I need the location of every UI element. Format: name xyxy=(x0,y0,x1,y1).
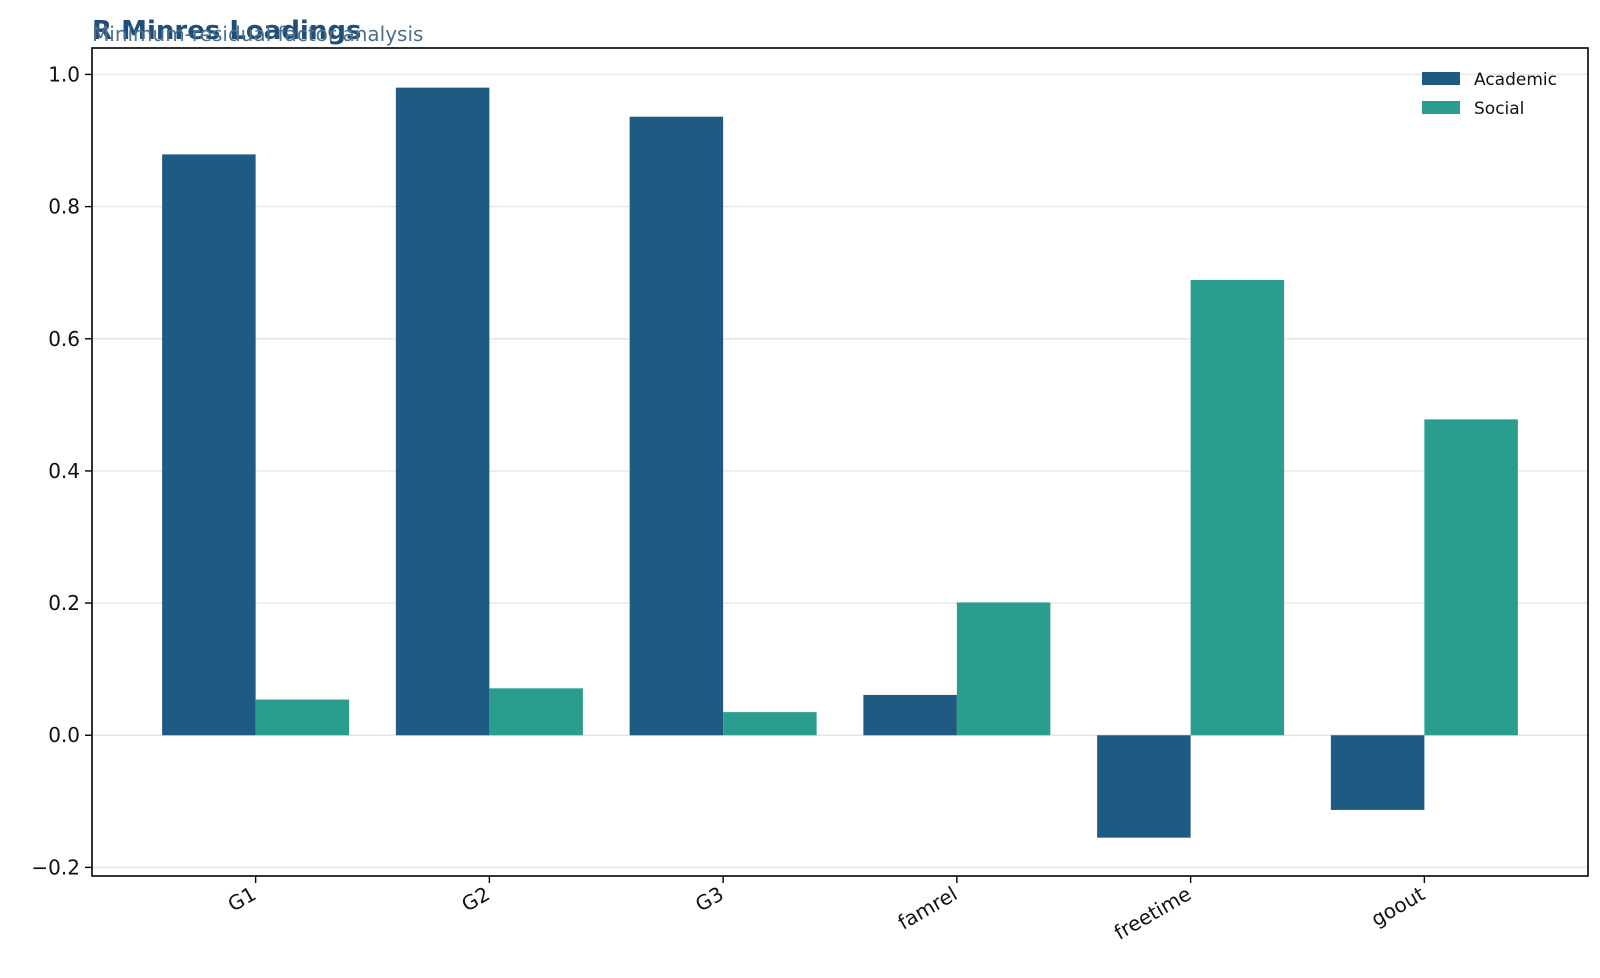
x-tick-label: G2 xyxy=(457,882,493,917)
chart-title: R Minres Loadings xyxy=(92,16,361,46)
plot-frame xyxy=(91,47,1589,877)
bar-social-freetime xyxy=(1190,279,1285,736)
bar-academic-goout xyxy=(1330,735,1425,810)
bar-social-famrel xyxy=(956,602,1051,736)
x-tick-label: freetime xyxy=(1110,882,1195,945)
y-tick-label: 1.0 xyxy=(48,62,80,86)
y-tick-label: 0.6 xyxy=(48,327,80,351)
y-tick-label: −0.2 xyxy=(31,855,80,879)
bar-social-G1 xyxy=(255,699,350,736)
y-tick-label: 0.0 xyxy=(48,723,80,747)
legend: Academic Social xyxy=(1422,70,1557,119)
bar-social-G2 xyxy=(489,688,583,736)
bar-academic-G3 xyxy=(629,116,724,736)
legend-label-academic: Academic xyxy=(1474,70,1557,90)
legend-label-social: Social xyxy=(1474,99,1524,119)
bar-academic-famrel xyxy=(863,694,957,736)
x-tick-label: G1 xyxy=(224,882,260,917)
legend-swatch-social xyxy=(1422,101,1460,114)
x-tick-label: G3 xyxy=(691,882,727,917)
bar-academic-G1 xyxy=(162,154,256,736)
bars xyxy=(162,87,1518,838)
x-tick-label: famrel xyxy=(894,882,962,935)
bar-social-goout xyxy=(1424,419,1518,736)
x-tick-label: goout xyxy=(1367,881,1429,931)
y-tick-label: 0.2 xyxy=(48,591,80,615)
legend-swatch-academic xyxy=(1422,72,1460,85)
y-tick-label: 0.8 xyxy=(48,195,80,219)
bar-social-G3 xyxy=(723,712,817,736)
bar-academic-G2 xyxy=(395,87,490,736)
bar-academic-freetime xyxy=(1097,735,1191,838)
y-tick-label: 0.4 xyxy=(48,459,80,483)
chart-subtitle: Minimum-residual factor analysis xyxy=(92,22,423,46)
